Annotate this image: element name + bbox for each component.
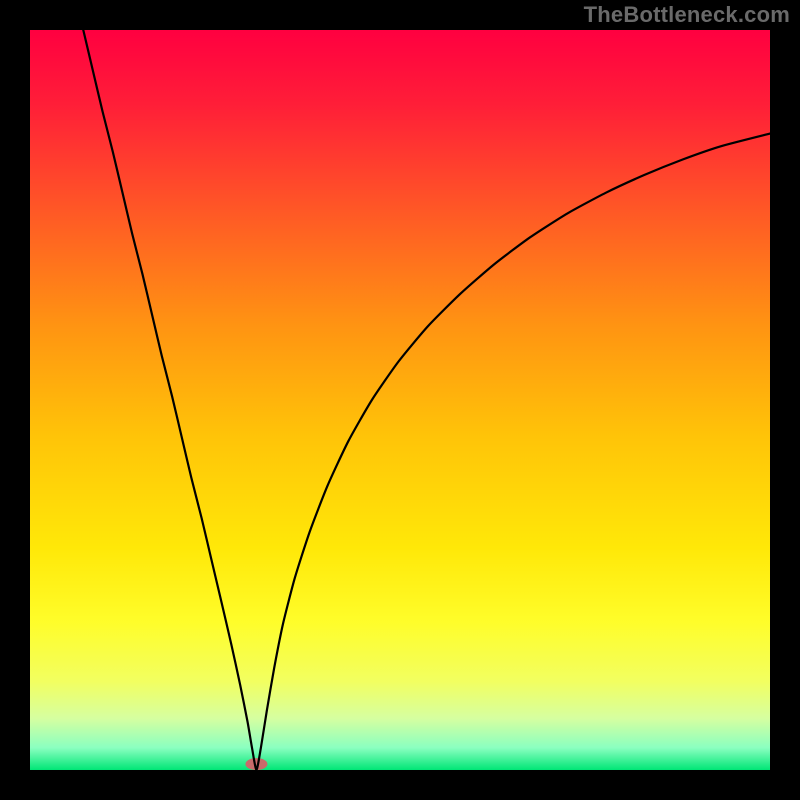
bottleneck-chart (0, 0, 800, 800)
watermark-text: TheBottleneck.com (584, 2, 790, 28)
chart-stage: TheBottleneck.com (0, 0, 800, 800)
gradient-background (30, 30, 770, 770)
